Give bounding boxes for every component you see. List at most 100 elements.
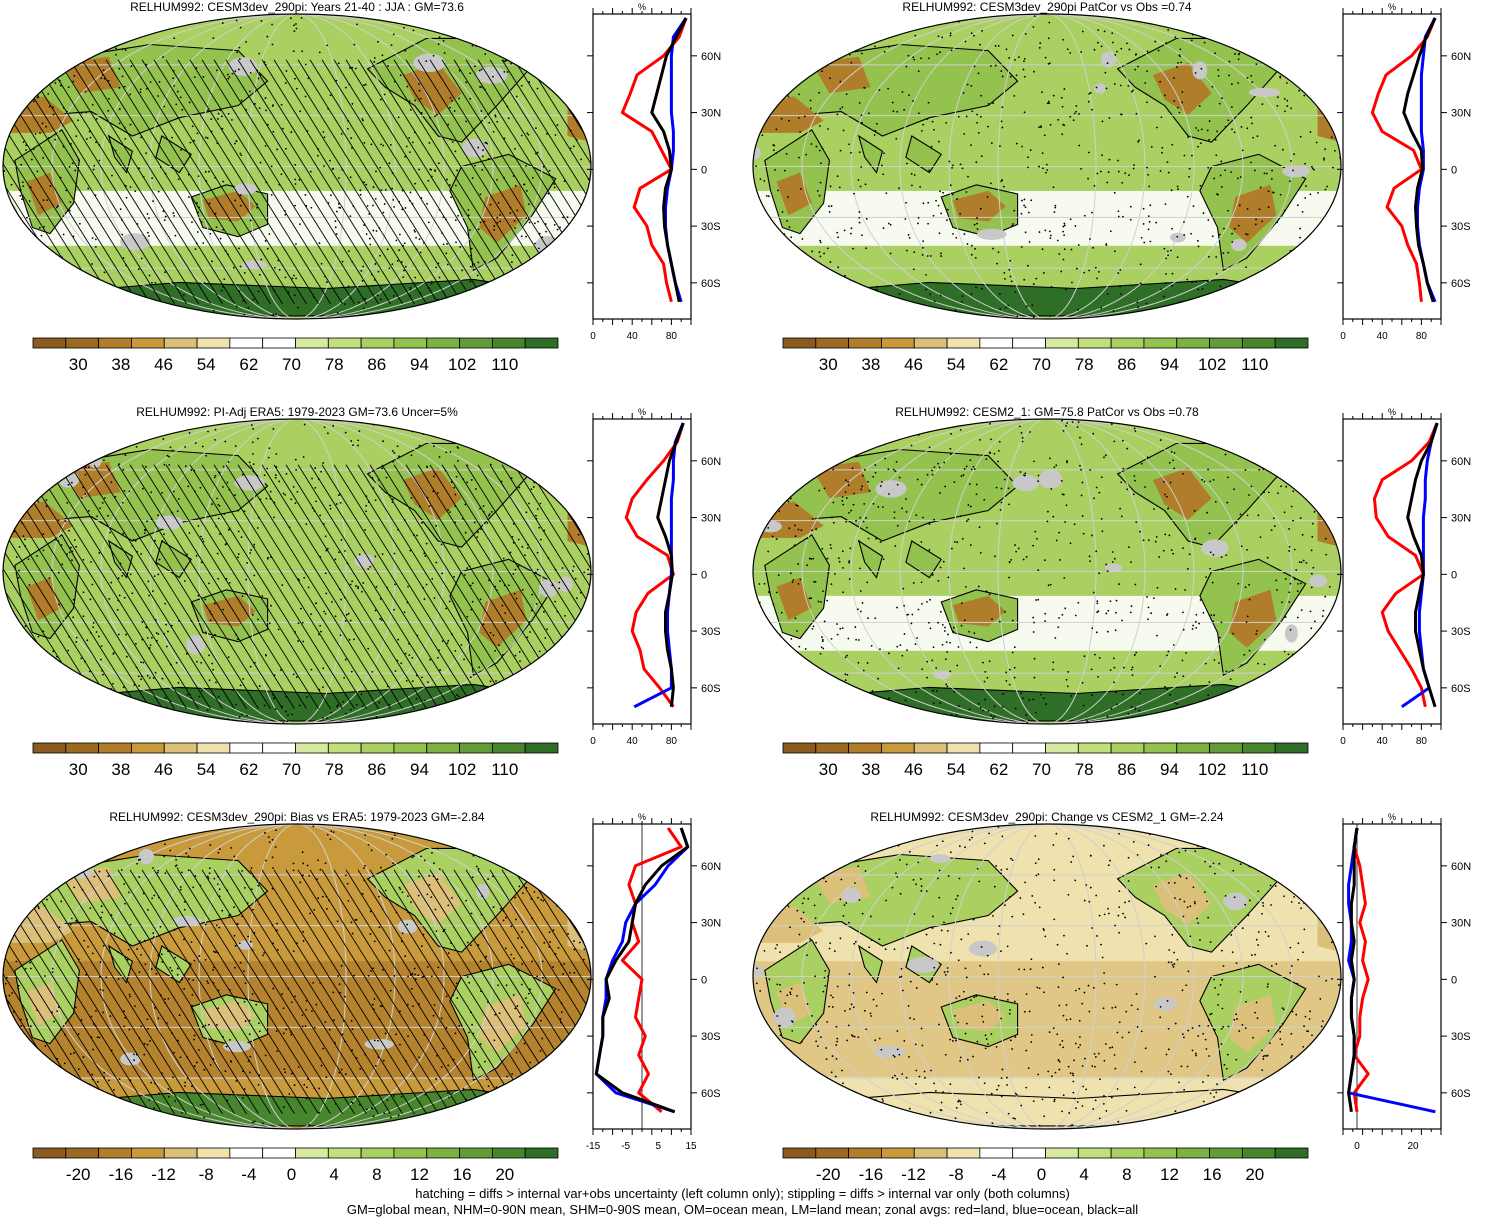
colorbar-label: 30 [69, 760, 88, 779]
colorbar-box [327, 742, 362, 754]
colorbar-box [295, 1147, 329, 1159]
zonal-unit: % [1388, 812, 1396, 822]
colorbar-box [65, 1147, 100, 1159]
colorbar-label: -4 [991, 1165, 1006, 1184]
colorbar-box [426, 1147, 460, 1159]
zonal-xtick-label: 80 [666, 736, 678, 747]
map-field [753, 419, 1341, 724]
colorbar-box [1274, 337, 1309, 349]
zonal-xtick-label: 80 [666, 331, 678, 342]
zonal-xtick-label: 0 [1340, 331, 1346, 342]
zonal-mean-plot: % 0 20 60N 30N 0 30S 60S [1337, 812, 1471, 1152]
colorbar-box [1143, 742, 1178, 754]
colorbar-box [65, 742, 100, 754]
colorbar-label: 38 [111, 355, 130, 374]
colorbar-box [196, 742, 231, 754]
colorbar-box [1012, 337, 1046, 349]
colorbar-box [1209, 1147, 1243, 1159]
colorbar-label: 94 [410, 355, 429, 374]
colorbar-label: 86 [367, 355, 386, 374]
colorbar-label: 30 [69, 355, 88, 374]
colorbar-label: 20 [495, 1165, 514, 1184]
map-outline [2, 13, 592, 320]
colorbar-label: 38 [111, 760, 130, 779]
colorbar-label: 12 [1160, 1165, 1179, 1184]
zonal-lat-label: 60S [701, 278, 721, 290]
colorbar-box [1045, 742, 1079, 754]
colorbar-box [1110, 742, 1145, 754]
colorbar-label: 110 [491, 760, 518, 779]
zonal-lat-label: 60N [701, 51, 721, 63]
colorbar-box [1241, 337, 1276, 349]
colorbar-label: 62 [239, 760, 258, 779]
colorbar-box [1209, 337, 1243, 349]
zonal-lat-label: 30S [701, 221, 721, 233]
zonal-lat-label: 30N [1451, 513, 1471, 525]
colorbar-label: 110 [1241, 355, 1268, 374]
colorbar-label: 46 [154, 355, 173, 374]
colorbar-label: -12 [901, 1165, 926, 1184]
zonal-lat-label: 60S [1451, 278, 1471, 290]
stippling [753, 419, 1341, 724]
colorbar-box [98, 1147, 132, 1159]
colorbar-box [1012, 742, 1046, 754]
colorbar-box [163, 742, 198, 754]
colorbar-box [295, 337, 329, 349]
panel-graphics: % 0 40 80 60N 30N 0 30S 60S 30 38 46 54 62 70 78 86 94 102… [752, 2, 1471, 374]
zonal-lat-label: 0 [701, 974, 707, 986]
colorbar-box [1209, 742, 1243, 754]
colorbar-label: 4 [329, 1165, 338, 1184]
colorbar-box [295, 742, 329, 754]
colorbar-box [1045, 1147, 1079, 1159]
colorbar-box [1077, 337, 1112, 349]
panel-title: RELHUM992: CESM3dev_290pi: Bias vs ERA5:… [109, 810, 485, 824]
colorbar: 30 38 46 54 62 70 78 86 94 102 110 [32, 742, 559, 779]
colorbar-label: 102 [448, 760, 476, 779]
zonal-xtick-label: 0 [590, 331, 596, 342]
colorbar-box [459, 337, 493, 349]
colorbar-box [393, 337, 428, 349]
colorbar-box [1143, 337, 1178, 349]
zonal-line-land [1370, 17, 1437, 302]
map-panel: RELHUM992: CESM3dev_290pi PatCor vs Obs … [750, 0, 1485, 400]
colorbar-box [360, 1147, 395, 1159]
colorbar: 30 38 46 54 62 70 78 86 94 102 110 [782, 337, 1309, 374]
zonal-lat-label: 60S [701, 683, 721, 695]
colorbar-label: 0 [1037, 1165, 1046, 1184]
colorbar-box [32, 337, 67, 349]
colorbar-box [848, 742, 882, 754]
colorbar-label: 70 [282, 355, 301, 374]
colorbar-box [946, 337, 981, 349]
colorbar-box [393, 742, 428, 754]
zonal-lat-label: 30S [701, 626, 721, 638]
zonal-unit: % [638, 812, 646, 822]
zonal-xtick-label: 80 [1416, 331, 1428, 342]
colorbar-box [360, 742, 395, 754]
colorbar-box [426, 742, 460, 754]
colorbar-label: -20 [66, 1165, 91, 1184]
colorbar-label: 86 [1117, 760, 1136, 779]
zonal-lat-label: 30S [1451, 221, 1471, 233]
map-panel: RELHUM992: CESM3dev_290pi: Bias vs ERA5:… [0, 810, 735, 1210]
map [752, 823, 1342, 1130]
zonal-xtick-label: 0 [1340, 736, 1346, 747]
zonal-lat-label: 60S [701, 1088, 721, 1100]
colorbar-label: 62 [989, 355, 1008, 374]
zonal-xtick-label: 0 [590, 736, 596, 747]
zonal-xtick-label: 20 [1407, 1141, 1419, 1152]
colorbar-label: 0 [287, 1165, 296, 1184]
map-panel: RELHUM992: CESM3dev_290pi: Change vs CES… [750, 810, 1485, 1210]
colorbar-box [98, 337, 132, 349]
colorbar-box [979, 1147, 1014, 1159]
zonal-mean-plot: % 0 40 80 60N 30N 0 30S 60S [587, 407, 721, 747]
zonal-xtick-label: 0 [1354, 1141, 1360, 1152]
colorbar-box [360, 337, 395, 349]
zonal-xtick-label: 15 [685, 1141, 697, 1152]
map-panel: RELHUM992: PI-Adj ERA5: 1979-2023 GM=73.… [0, 405, 735, 805]
panel-title: RELHUM992: CESM3dev_290pi PatCor vs Obs … [902, 0, 1192, 14]
map [2, 13, 592, 320]
colorbar-label: 20 [1245, 1165, 1264, 1184]
map-outline [752, 823, 1342, 1130]
footer-legend-note: GM=global mean, NHM=0-90N mean, SHM=0-90… [346, 1202, 1139, 1217]
panel-title: RELHUM992: CESM3dev_290pi: Change vs CES… [870, 810, 1224, 824]
